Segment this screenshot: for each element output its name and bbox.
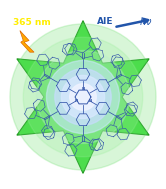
Circle shape: [23, 37, 143, 157]
Circle shape: [55, 69, 111, 125]
Circle shape: [70, 84, 96, 110]
Text: N: N: [75, 99, 78, 103]
Circle shape: [37, 50, 129, 143]
Text: N: N: [88, 99, 91, 103]
Circle shape: [46, 60, 120, 133]
Polygon shape: [17, 21, 149, 173]
Text: AIE: AIE: [97, 17, 114, 26]
Polygon shape: [20, 31, 34, 52]
Text: 365 nm: 365 nm: [13, 18, 51, 27]
Text: N: N: [81, 87, 85, 91]
Text: $h\nu$: $h\nu$: [139, 15, 152, 27]
Circle shape: [10, 24, 156, 170]
Circle shape: [61, 75, 105, 119]
